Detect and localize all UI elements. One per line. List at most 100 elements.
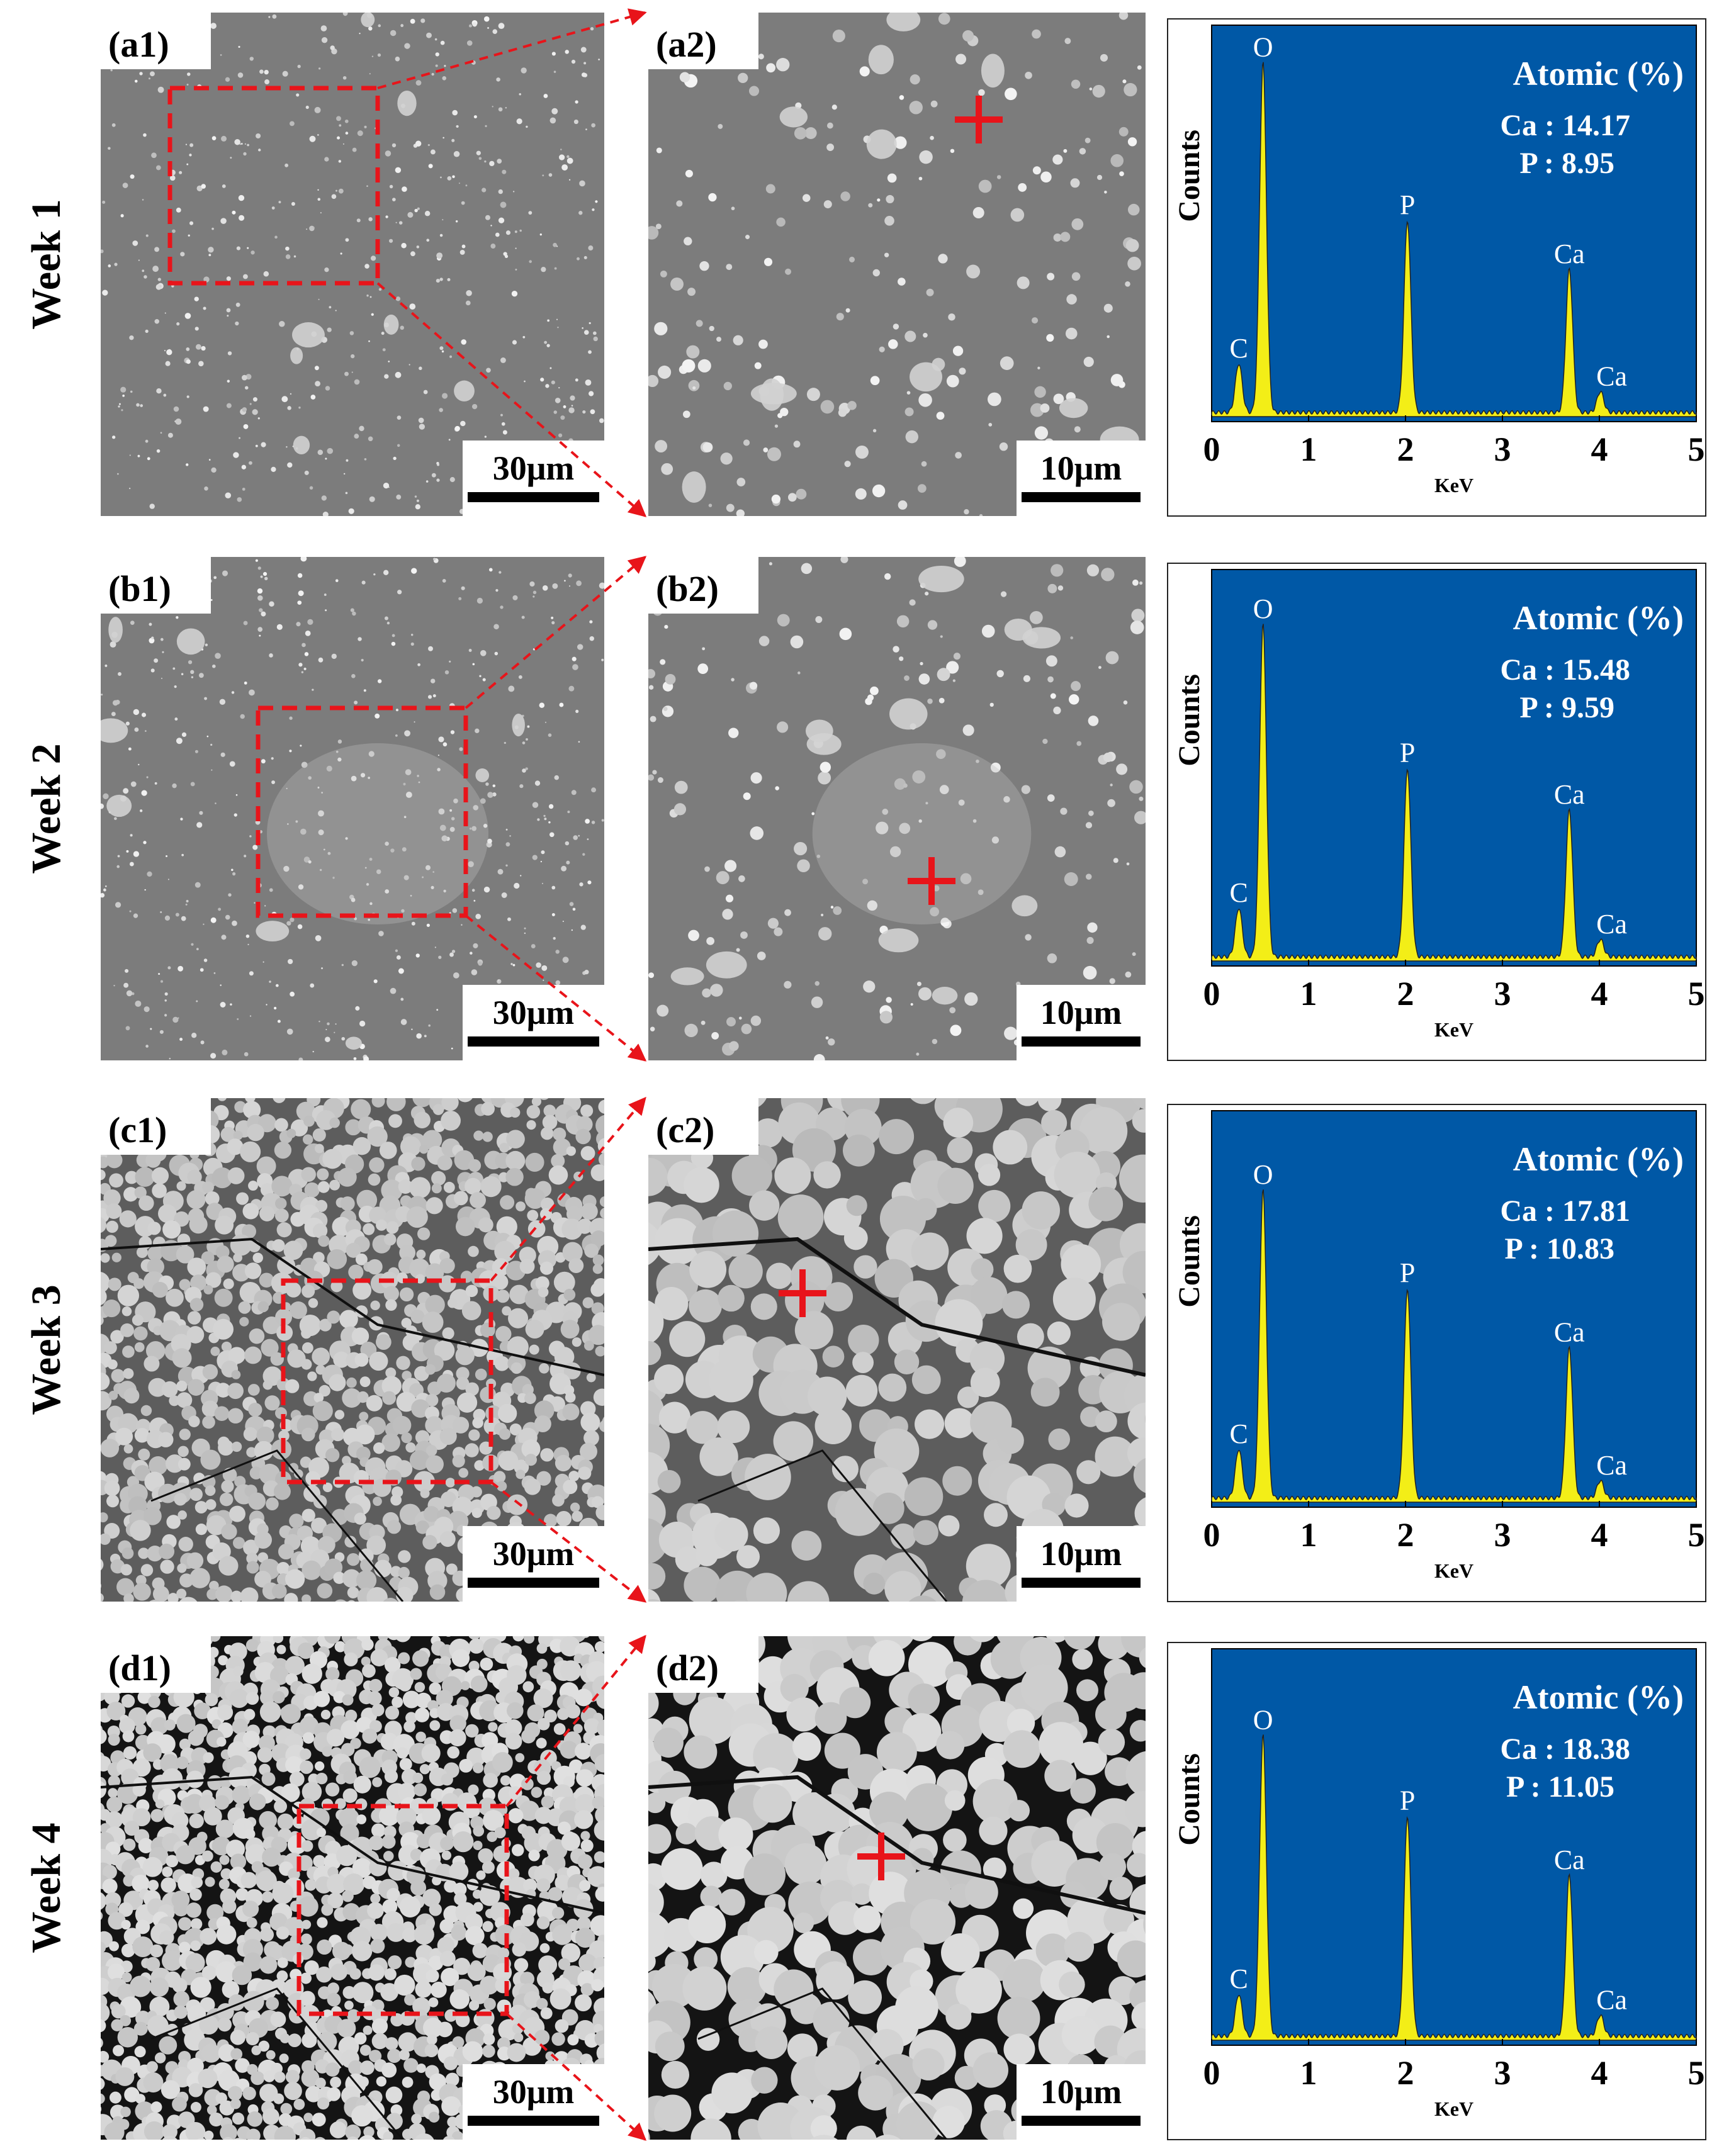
x-tick-label: 1 [1300, 1516, 1317, 1554]
scale-bar-label: 30μm [493, 994, 575, 1031]
peak-label: Ca [1596, 361, 1627, 392]
zoom-arrow-bottom [490, 1481, 647, 1603]
y-axis-label: Counts [1173, 1753, 1206, 1846]
p-value: P : 8.95 [1519, 147, 1614, 180]
scale-bar-bg [1017, 985, 1146, 1060]
ca-value: Ca : 15.48 [1500, 653, 1630, 687]
eds-point-marker [857, 1833, 905, 1880]
peak-label: Ca [1554, 1844, 1585, 1875]
scale-bar [468, 2116, 599, 2126]
atomic-title: Atomic (%) [1513, 55, 1684, 93]
week-label: Week 4 [23, 1822, 69, 1953]
plot-area [1211, 1648, 1697, 2046]
x-tick-label: 2 [1397, 430, 1414, 468]
zoom-region-box [296, 1804, 509, 2016]
spectrum-line [1211, 1189, 1697, 1503]
eds-spectrum: C O P Ca Ca Atomic (%) Ca : 15.48 P : 9.59 0 1 2 3 4… [1167, 563, 1706, 1061]
x-tick-label: 0 [1203, 430, 1220, 468]
scale-bar [1022, 1036, 1141, 1047]
week-label: Week 1 [23, 199, 69, 329]
eds-spectrum: C O P Ca Ca Atomic (%) Ca : 14.17 P : 8.95 0 1 2 3 4… [1167, 18, 1706, 517]
sem-zoom-image [648, 1636, 1146, 2140]
x-tick-label: 5 [1688, 430, 1705, 468]
zoom-arrow-bottom [505, 2013, 647, 2141]
sem-overview-image [101, 13, 604, 516]
peak-label: C [1229, 1418, 1248, 1449]
x-tick-label: 1 [1300, 2054, 1317, 2092]
scale-bar-label: 10μm [1040, 2073, 1122, 2111]
panel-label-bg [101, 1098, 211, 1155]
scale-bar-bg [463, 2064, 604, 2140]
scale-bar-bg [463, 985, 604, 1060]
scale-bar-bg [1017, 441, 1146, 516]
eds-point-marker [908, 857, 955, 905]
p-value: P : 10.83 [1504, 1232, 1614, 1266]
peak-label: O [1253, 593, 1273, 624]
scale-bar [1022, 1578, 1141, 1588]
peak-label: Ca [1554, 1317, 1585, 1348]
panel-label-zoom: (c2) [656, 1109, 714, 1150]
zoom-region-box [281, 1278, 493, 1485]
zoom-arrow-top [377, 8, 647, 89]
x-tick-label: 2 [1397, 1516, 1414, 1554]
spectrum-line [1211, 62, 1697, 417]
panel-label-bg [648, 13, 758, 69]
peak-label: Ca [1596, 909, 1627, 940]
zoom-arrow-bottom [465, 914, 647, 1062]
panel-label-bg [648, 1636, 758, 1693]
x-tick-label: 4 [1591, 430, 1608, 468]
panel-label-bg [648, 557, 758, 614]
scale-bar-bg [1017, 1526, 1146, 1602]
x-tick-label: 5 [1688, 2054, 1705, 2092]
scale-bar-bg [1017, 2064, 1146, 2140]
week-label: Week 3 [23, 1284, 69, 1415]
sem-overview-image [101, 1636, 604, 2140]
scale-bar [468, 492, 599, 502]
y-axis-label: Counts [1173, 130, 1206, 222]
scale-bar [468, 1578, 599, 1588]
eds-spectrum: C O P Ca Ca Atomic (%) Ca : 18.38 P : 11.05 0 1 2 3… [1167, 1642, 1706, 2140]
plot-area [1211, 569, 1697, 967]
peak-label: Ca [1554, 239, 1585, 269]
p-value: P : 9.59 [1519, 691, 1614, 724]
peak-label: P [1400, 1257, 1415, 1288]
peak-label: C [1229, 1963, 1248, 1994]
x-tick-label: 0 [1203, 1516, 1220, 1554]
panel-label-overview: (a1) [108, 24, 169, 65]
atomic-title: Atomic (%) [1513, 1140, 1684, 1178]
x-tick-label: 4 [1591, 2054, 1608, 2092]
peak-label: P [1400, 737, 1415, 768]
panel-label-overview: (c1) [108, 1109, 167, 1150]
panel-label-bg [101, 13, 211, 69]
x-tick-label: 3 [1494, 430, 1511, 468]
panel-label-overview: (d1) [108, 1648, 171, 1688]
scale-bar-bg [463, 441, 604, 516]
scale-bar-label: 30μm [493, 1535, 575, 1573]
x-tick-label: 1 [1300, 975, 1317, 1013]
ca-value: Ca : 18.38 [1500, 1732, 1630, 1766]
peak-label: C [1229, 877, 1248, 908]
panel-label-zoom: (b2) [656, 568, 719, 609]
spectrum-line [1211, 1734, 1697, 2041]
sem-overview-image [101, 557, 604, 1060]
panel-label-bg [648, 1098, 758, 1155]
x-tick-label: 3 [1494, 2054, 1511, 2092]
peak-label: P [1400, 189, 1415, 220]
sem-zoom-image [648, 1098, 1146, 1602]
peak-label: O [1253, 31, 1273, 62]
peak-label: C [1229, 333, 1248, 364]
scale-bar-bg [463, 1526, 604, 1602]
panel-label-zoom: (d2) [656, 1648, 719, 1688]
panel-label-bg [101, 1636, 211, 1693]
week-label: Week 2 [23, 743, 69, 873]
x-axis-label: KeV [1434, 474, 1473, 497]
zoom-arrow-bottom [376, 282, 647, 517]
ca-value: Ca : 17.81 [1500, 1194, 1630, 1228]
zoom-region-box [256, 705, 468, 918]
x-tick-label: 3 [1494, 975, 1511, 1013]
x-axis-label: KeV [1434, 2097, 1473, 2120]
sem-overview-image [101, 1098, 604, 1602]
